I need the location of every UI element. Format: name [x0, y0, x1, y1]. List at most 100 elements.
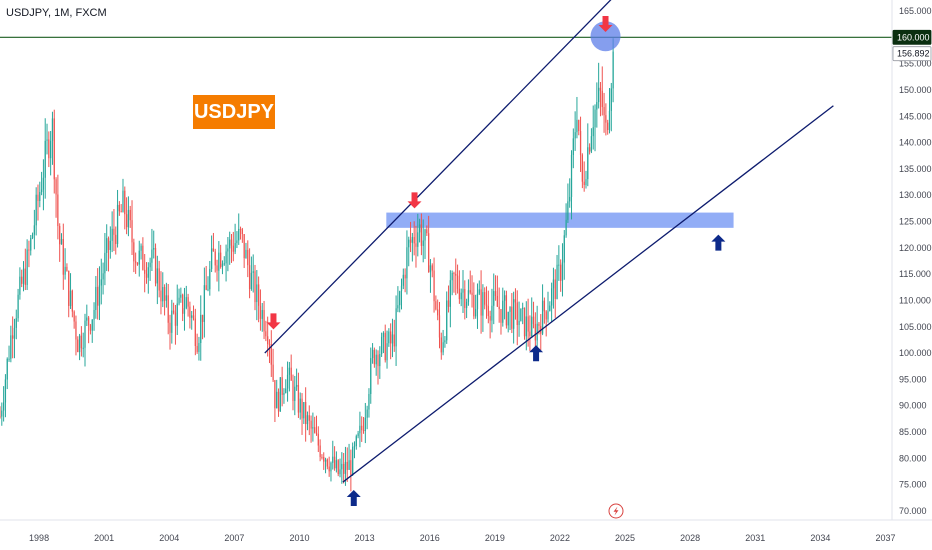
candle-body: [482, 292, 484, 316]
candle-body: [174, 312, 177, 326]
candle-body: [182, 294, 184, 314]
price-tick-label: 85.000: [899, 427, 927, 437]
candle-body: [449, 280, 451, 307]
candle-body: [596, 102, 598, 110]
candle-body: [442, 342, 444, 353]
candle-body: [129, 209, 131, 221]
candle-body: [196, 345, 198, 352]
candle-body: [259, 305, 262, 319]
candle-body: [283, 392, 285, 395]
candle-body: [507, 311, 509, 326]
candle-body: [603, 107, 605, 116]
candle-body: [368, 393, 370, 410]
candle-body: [556, 264, 558, 299]
price-tag-label: 156.892: [897, 49, 930, 59]
candle-body: [140, 245, 142, 251]
symbol-badge: USDJPY: [193, 95, 275, 129]
candle-body: [409, 239, 412, 243]
candle-body: [201, 314, 204, 322]
candle-body: [576, 119, 578, 133]
candle-body: [476, 293, 479, 310]
candle-body: [87, 317, 90, 326]
candle-body: [53, 118, 55, 180]
candle-body: [352, 446, 354, 476]
candle-body: [189, 306, 191, 318]
candle-body: [144, 269, 146, 274]
candle-body: [106, 238, 108, 253]
candle-body: [605, 115, 607, 123]
candle-body: [26, 249, 28, 285]
up-arrow-icon: [346, 489, 361, 506]
candle-body: [127, 209, 130, 228]
candle-body: [375, 354, 377, 365]
candle-body: [323, 456, 325, 462]
candle-body: [314, 427, 316, 433]
upper-channel-line: [264, 0, 612, 354]
candle-body: [435, 301, 437, 310]
candle-body: [321, 456, 323, 458]
candle-body: [444, 340, 446, 343]
candle-body: [35, 194, 37, 226]
candle-body: [136, 262, 139, 265]
candle-body: [245, 249, 247, 259]
candle-body: [362, 430, 365, 432]
candle-body: [156, 268, 158, 284]
candle-body: [319, 445, 321, 457]
candle-body: [315, 432, 318, 434]
candle-body: [498, 306, 500, 310]
price-tick-label: 120.000: [899, 243, 932, 253]
candle-body: [73, 311, 75, 322]
candle-body: [48, 139, 50, 159]
candle-body: [198, 343, 200, 352]
candle-body: [138, 250, 140, 265]
candle-body: [145, 273, 148, 278]
candle-body: [78, 335, 81, 353]
candle-body: [359, 425, 361, 434]
candle-body: [567, 201, 569, 220]
candle-body: [350, 460, 352, 476]
candle-body: [265, 331, 267, 337]
price-axis[interactable]: 165.000 155.000 150.000 145.000 140.000 135.0…: [899, 6, 932, 516]
time-tick-label: 2037: [875, 533, 895, 543]
candle-body: [529, 331, 531, 337]
candle-body: [279, 377, 281, 412]
candle-body: [51, 118, 54, 141]
price-tick-label: 80.000: [899, 453, 927, 463]
candle-body: [86, 317, 88, 321]
price-tick-label: 145.000: [899, 111, 932, 121]
price-tag-box: [892, 29, 932, 45]
candle-body: [437, 309, 439, 316]
candle-body: [227, 248, 229, 252]
candle-body: [107, 238, 110, 250]
candle-body: [44, 140, 46, 178]
candle-body: [500, 309, 502, 323]
candle-body: [203, 285, 206, 322]
candle-body: [522, 307, 524, 309]
candle-body: [333, 456, 336, 469]
candle-body: [417, 232, 419, 247]
candle-body: [491, 305, 493, 321]
price-tick-label: 105.000: [899, 322, 932, 332]
candle-body: [69, 290, 72, 306]
candle-body: [585, 179, 587, 186]
candle-body: [274, 380, 276, 409]
time-tick-label: 2019: [485, 533, 505, 543]
lightning-icon[interactable]: [608, 503, 624, 519]
candle-body: [250, 272, 253, 290]
candle-body: [598, 87, 600, 103]
candle-body: [40, 189, 43, 193]
candle-body: [428, 233, 430, 273]
time-axis[interactable]: 1998 2001 2004 2007 2010 2013 2016 2019 2022 2025…: [29, 533, 895, 543]
candle-body: [22, 268, 25, 284]
candle-body: [467, 290, 470, 302]
up-arrow-icon: [529, 345, 544, 362]
candle-body: [391, 334, 394, 344]
down-arrow-icon: [407, 192, 422, 209]
candle-body: [422, 240, 424, 246]
candle-body: [429, 265, 432, 273]
candle-body: [66, 266, 68, 271]
price-tick-label: 110.000: [899, 295, 931, 305]
zone-rectangle: [386, 212, 734, 228]
candle-body: [185, 297, 187, 309]
